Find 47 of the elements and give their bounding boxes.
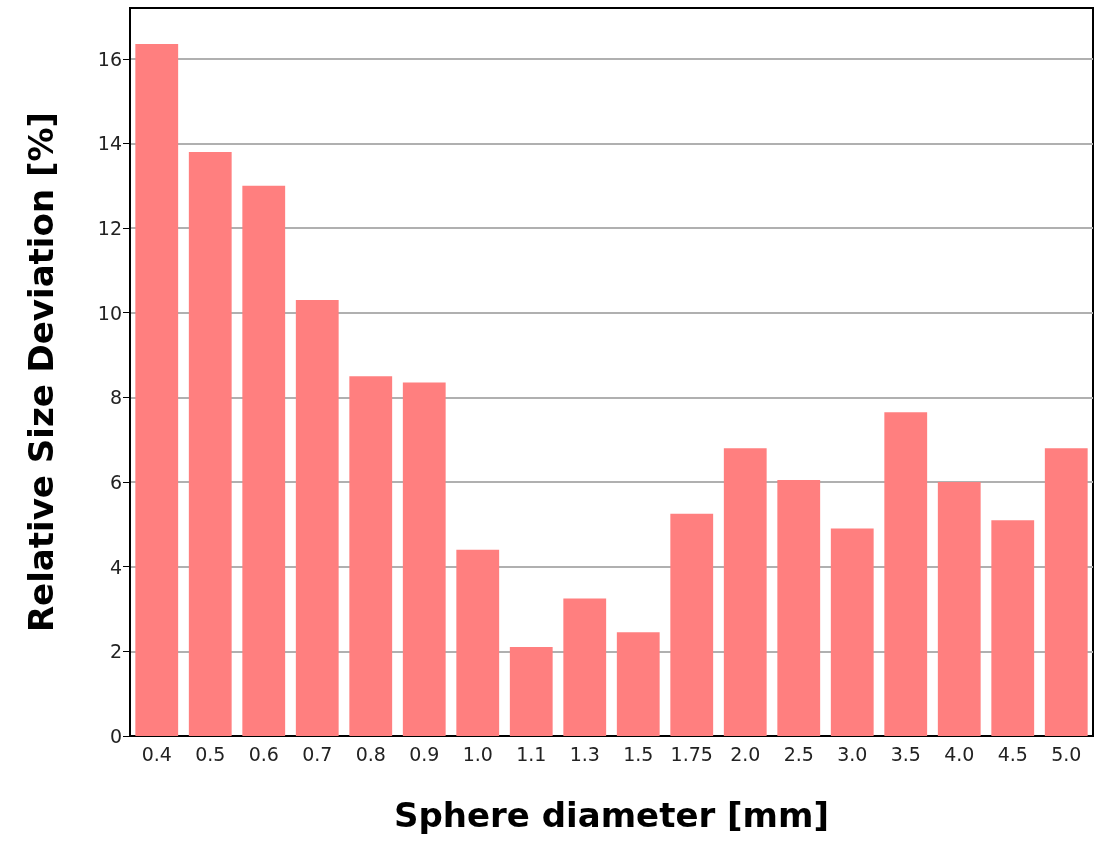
bar bbox=[777, 479, 821, 736]
bar bbox=[242, 185, 286, 736]
x-tick-label: 0.4 bbox=[141, 742, 172, 765]
x-axis-title: Sphere diameter [mm] bbox=[393, 795, 830, 835]
bar bbox=[402, 382, 446, 736]
y-tick-label: 16 bbox=[97, 47, 122, 70]
bar bbox=[830, 528, 874, 736]
bar bbox=[456, 549, 500, 736]
x-tick-label: 4.5 bbox=[997, 742, 1028, 765]
bar bbox=[135, 43, 179, 736]
x-tick-label: 0.8 bbox=[355, 742, 386, 765]
y-tick-label: 6 bbox=[109, 471, 122, 494]
x-tick-label: 5.0 bbox=[1051, 742, 1082, 765]
y-tick-label: 8 bbox=[109, 386, 122, 409]
y-tick-label: 14 bbox=[97, 132, 122, 155]
bar bbox=[563, 598, 607, 736]
y-tick-label: 0 bbox=[109, 725, 122, 747]
y-tick-label: 4 bbox=[109, 555, 122, 578]
x-tick-label: 0.7 bbox=[302, 742, 333, 765]
x-tick-label: 2.0 bbox=[730, 742, 761, 765]
bar bbox=[991, 520, 1035, 736]
bar bbox=[188, 151, 232, 736]
bar bbox=[616, 632, 660, 736]
x-tick-label: 3.5 bbox=[890, 742, 921, 765]
x-tick-label: 2.5 bbox=[783, 742, 814, 765]
bar bbox=[509, 647, 553, 736]
bar bbox=[723, 448, 767, 736]
bar bbox=[884, 412, 928, 736]
x-tick-label: 0.6 bbox=[248, 742, 279, 765]
bar bbox=[295, 300, 339, 736]
x-tick-label: 1.1 bbox=[516, 742, 547, 765]
x-tick-label: 4.0 bbox=[944, 742, 975, 765]
x-tick-label: 0.9 bbox=[409, 742, 440, 765]
y-tick-label: 2 bbox=[109, 640, 122, 663]
bar bbox=[349, 376, 393, 736]
y-tick-label: 10 bbox=[97, 301, 122, 324]
bar bbox=[937, 482, 981, 736]
bar bbox=[1044, 448, 1088, 736]
x-tick-label: 1.0 bbox=[462, 742, 493, 765]
x-tick-label: 0.5 bbox=[195, 742, 226, 765]
x-tick-label: 1.75 bbox=[670, 742, 713, 765]
x-tick-label: 1.3 bbox=[569, 742, 600, 765]
x-tick-label: 3.0 bbox=[837, 742, 868, 765]
bar bbox=[670, 513, 714, 736]
x-tick-label: 1.5 bbox=[623, 742, 654, 765]
y-axis-title: Relative Size Deviation [%] bbox=[21, 111, 61, 633]
y-tick-label: 12 bbox=[97, 217, 122, 240]
